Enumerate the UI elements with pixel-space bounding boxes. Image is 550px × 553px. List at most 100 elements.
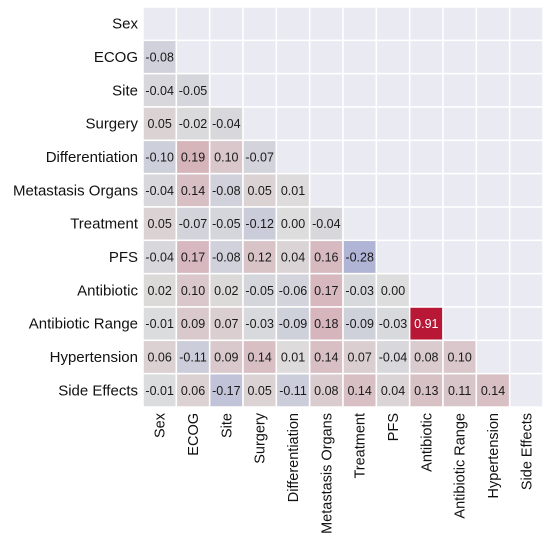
cell-value-label: -0.05 xyxy=(245,284,274,298)
empty-cell xyxy=(442,272,478,308)
empty-cell xyxy=(408,139,444,175)
empty-cell xyxy=(508,206,544,242)
x-tick-label: Surgery xyxy=(253,412,269,464)
empty-cell xyxy=(475,72,511,108)
empty-cell xyxy=(142,6,178,42)
cell-value-label: 0.05 xyxy=(147,217,171,231)
empty-cell xyxy=(508,39,544,75)
x-tick-label: PFS xyxy=(386,413,402,441)
cell-value-label: 0.91 xyxy=(414,317,438,331)
empty-cell xyxy=(342,39,378,75)
empty-cell xyxy=(308,172,344,208)
heatmap-cell xyxy=(175,206,211,242)
cell-value-label: -0.08 xyxy=(212,251,241,265)
empty-cell xyxy=(508,172,544,208)
heatmap-cell xyxy=(208,339,244,375)
cell-value-label: 0.10 xyxy=(214,151,238,165)
heatmap-cell xyxy=(242,206,278,242)
cell-value-label: -0.04 xyxy=(379,351,408,365)
empty-cell xyxy=(442,6,478,42)
empty-cell xyxy=(208,6,244,42)
empty-cell xyxy=(408,272,444,308)
cell-value-label: -0.06 xyxy=(279,284,308,298)
empty-cell xyxy=(208,72,244,108)
heatmap-cell xyxy=(175,239,211,275)
empty-cell xyxy=(208,39,244,75)
x-tick-label: Hypertension xyxy=(486,413,502,498)
y-tick-label: Sex xyxy=(112,16,138,33)
heatmap-cell xyxy=(142,206,178,242)
cell-value-label: 0.04 xyxy=(281,251,305,265)
empty-cell xyxy=(475,306,511,342)
cell-value-label: -0.04 xyxy=(312,217,341,231)
cell-value-label: -0.04 xyxy=(145,184,174,198)
x-tick-label: Site xyxy=(219,413,235,438)
heatmap-cell xyxy=(142,339,178,375)
y-tick-label: Antibiotic Range xyxy=(29,316,138,333)
empty-cell xyxy=(475,272,511,308)
empty-cell xyxy=(308,72,344,108)
x-tick-label: Sex xyxy=(153,412,169,438)
heatmap-cell xyxy=(242,372,278,408)
heatmap-cell xyxy=(442,339,478,375)
x-tick-label: Side Effects xyxy=(519,413,535,490)
empty-cell xyxy=(408,206,444,242)
cell-value-label: -0.09 xyxy=(279,317,308,331)
empty-cell xyxy=(275,139,311,175)
empty-cell xyxy=(475,339,511,375)
empty-cell xyxy=(508,339,544,375)
empty-cell xyxy=(375,6,411,42)
empty-cell xyxy=(442,172,478,208)
empty-cell xyxy=(508,139,544,175)
cell-value-label: 0.14 xyxy=(481,384,505,398)
heatmap-cell xyxy=(175,139,211,175)
heatmap-cell xyxy=(342,372,378,408)
heatmap-cell xyxy=(308,339,344,375)
empty-cell xyxy=(342,72,378,108)
cell-value-label: -0.07 xyxy=(179,217,208,231)
empty-cell xyxy=(308,6,344,42)
cell-value-label: 0.14 xyxy=(314,351,338,365)
y-tick-label: PFS xyxy=(109,249,138,266)
cell-value-label: -0.04 xyxy=(145,251,174,265)
empty-cell xyxy=(508,306,544,342)
empty-cell xyxy=(442,239,478,275)
empty-cell xyxy=(475,239,511,275)
empty-cell xyxy=(508,72,544,108)
empty-cell xyxy=(408,172,444,208)
empty-cell xyxy=(342,206,378,242)
empty-cell xyxy=(375,39,411,75)
empty-cell xyxy=(375,139,411,175)
y-tick-label: Hypertension xyxy=(50,349,138,366)
cell-value-label: -0.04 xyxy=(212,117,241,131)
empty-cell xyxy=(475,139,511,175)
cell-value-label: -0.01 xyxy=(145,384,174,398)
x-tick-label: Antibiotic Range xyxy=(453,413,469,519)
y-tick-label: Differentiation xyxy=(46,149,138,166)
heatmap-cell xyxy=(175,372,211,408)
cell-value-label: 0.18 xyxy=(314,317,338,331)
empty-cell xyxy=(275,39,311,75)
cell-value-label: -0.04 xyxy=(145,84,174,98)
cell-value-label: 0.05 xyxy=(147,117,171,131)
cell-value-label: -0.03 xyxy=(245,317,274,331)
empty-cell xyxy=(442,139,478,175)
empty-cell xyxy=(475,206,511,242)
empty-cell xyxy=(175,6,211,42)
cell-value-label: -0.10 xyxy=(145,151,174,165)
empty-cell xyxy=(342,6,378,42)
cell-value-label: 0.10 xyxy=(447,351,471,365)
empty-cell xyxy=(475,172,511,208)
empty-cell xyxy=(375,206,411,242)
heatmap-cell xyxy=(475,372,511,408)
cell-value-label: 0.08 xyxy=(314,384,338,398)
empty-cell xyxy=(508,6,544,42)
empty-cell xyxy=(342,139,378,175)
heatmap-cell xyxy=(175,172,211,208)
heatmap-cell xyxy=(142,306,178,342)
cell-value-label: 0.04 xyxy=(381,384,405,398)
cell-value-label: -0.09 xyxy=(345,317,374,331)
cell-value-label: 0.13 xyxy=(414,384,438,398)
cell-value-label: 0.01 xyxy=(281,351,305,365)
